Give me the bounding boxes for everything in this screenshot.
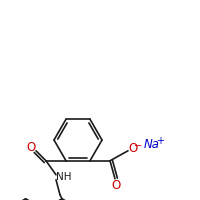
Text: O: O: [128, 142, 138, 155]
Text: O: O: [26, 141, 36, 154]
Text: Na: Na: [144, 138, 160, 151]
Text: NH: NH: [56, 172, 72, 182]
Text: O: O: [111, 179, 121, 192]
Text: −: −: [134, 141, 142, 151]
Text: +: +: [156, 136, 164, 146]
